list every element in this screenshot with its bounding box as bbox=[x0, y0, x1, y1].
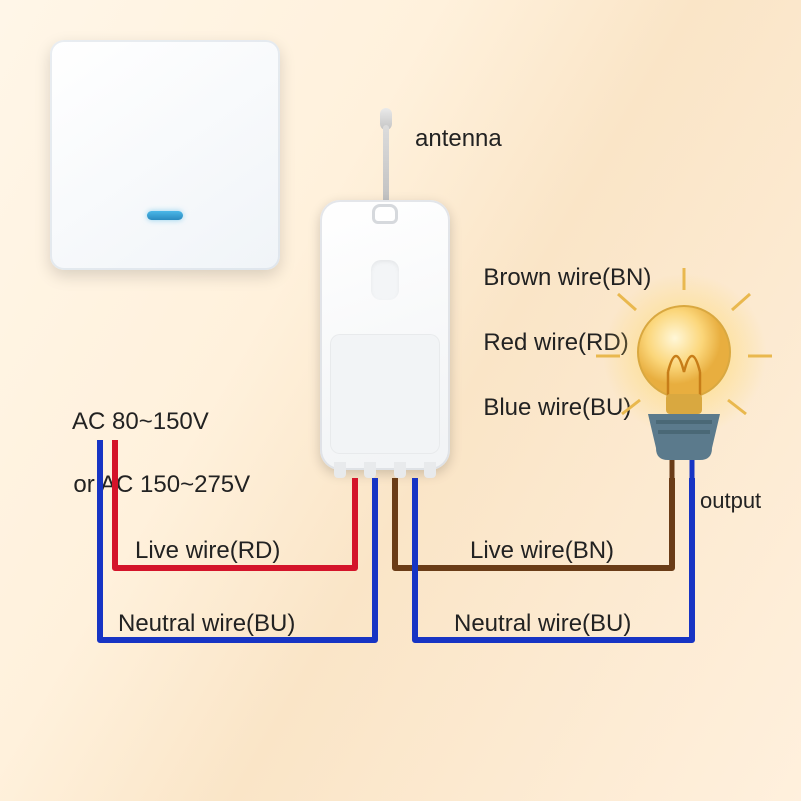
receiver-button-icon bbox=[371, 260, 399, 300]
antenna-icon bbox=[383, 125, 389, 205]
receiver-terminals bbox=[334, 462, 436, 478]
receiver-module bbox=[320, 200, 450, 470]
voltage-label: AC 80~150V or AC 150~275V bbox=[60, 375, 250, 500]
left-neutral-underline bbox=[100, 638, 346, 639]
legend-blue: Blue wire(BU) bbox=[483, 394, 631, 421]
output-label: output bbox=[700, 488, 761, 514]
receiver-terminal-block bbox=[330, 334, 440, 454]
left-neutral-label: Neutral wire(BU) bbox=[118, 610, 295, 638]
wireless-switch-panel bbox=[50, 40, 280, 270]
left-live-label: Live wire(RD) bbox=[135, 537, 280, 565]
voltage-line1: AC 80~150V bbox=[72, 408, 209, 435]
left-live-underline bbox=[118, 565, 318, 566]
right-live-underline bbox=[454, 565, 654, 566]
legend-brown: Brown wire(BN) bbox=[483, 264, 651, 291]
right-live-label: Live wire(BN) bbox=[470, 537, 614, 565]
receiver-hanger-icon bbox=[372, 204, 398, 224]
switch-led-icon bbox=[147, 211, 183, 220]
antenna-label: antenna bbox=[415, 125, 502, 153]
voltage-line2: or AC 150~275V bbox=[73, 471, 250, 498]
right-neutral-label: Neutral wire(BU) bbox=[454, 610, 631, 638]
right-neutral-underline bbox=[436, 638, 682, 639]
bulb-glow bbox=[600, 270, 770, 440]
